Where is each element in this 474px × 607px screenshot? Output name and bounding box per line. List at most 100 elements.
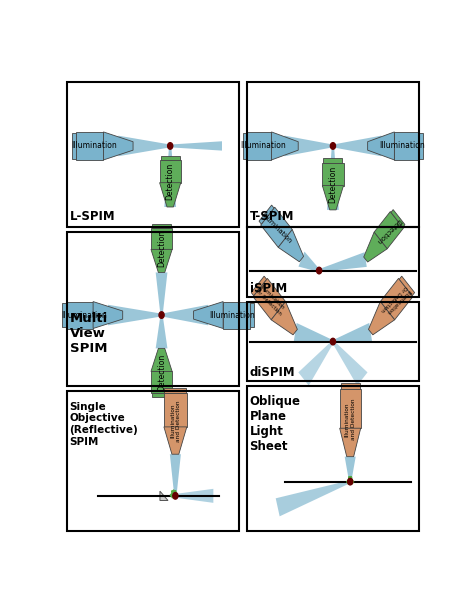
Text: Illumination
and Detection: Illumination and Detection: [170, 400, 181, 441]
Circle shape: [159, 312, 164, 318]
Polygon shape: [155, 315, 167, 348]
Polygon shape: [368, 132, 394, 160]
Polygon shape: [364, 232, 387, 262]
Bar: [66, 391, 239, 531]
Bar: [246, 386, 419, 531]
Text: Illumination: Illumination: [380, 141, 426, 151]
Polygon shape: [399, 276, 415, 296]
Polygon shape: [164, 388, 186, 393]
Bar: [246, 82, 419, 227]
Polygon shape: [340, 428, 361, 456]
Polygon shape: [419, 134, 423, 158]
Text: Detection: Detection: [157, 354, 166, 392]
Polygon shape: [170, 141, 222, 151]
Polygon shape: [333, 135, 381, 156]
Polygon shape: [345, 456, 356, 481]
Polygon shape: [160, 160, 181, 183]
Bar: [246, 302, 419, 381]
Polygon shape: [152, 223, 171, 228]
Polygon shape: [271, 302, 297, 335]
Polygon shape: [322, 163, 344, 186]
Polygon shape: [161, 155, 180, 160]
Polygon shape: [319, 252, 367, 272]
Text: Illumination
Or Detection: Illumination Or Detection: [380, 284, 412, 316]
Polygon shape: [223, 302, 250, 328]
Polygon shape: [108, 305, 162, 325]
Polygon shape: [62, 303, 66, 327]
Text: Detection: Detection: [166, 163, 175, 200]
Polygon shape: [66, 302, 93, 328]
Text: Illumination
Or Detection: Illumination Or Detection: [254, 284, 286, 316]
Polygon shape: [164, 427, 187, 454]
Polygon shape: [151, 249, 172, 273]
Polygon shape: [72, 134, 76, 158]
Polygon shape: [155, 273, 167, 315]
Text: Illumination: Illumination: [240, 141, 286, 151]
Text: Illumination
and Detection: Illumination and Detection: [345, 399, 356, 440]
Polygon shape: [250, 303, 255, 327]
Polygon shape: [170, 454, 181, 496]
Polygon shape: [164, 393, 187, 427]
Circle shape: [347, 478, 353, 485]
Text: Illumination: Illumination: [210, 311, 255, 319]
Polygon shape: [151, 348, 172, 371]
Polygon shape: [368, 302, 395, 335]
Polygon shape: [333, 323, 372, 343]
Polygon shape: [294, 323, 333, 343]
Text: Detection: Detection: [374, 217, 401, 245]
Polygon shape: [175, 489, 213, 503]
Text: Oblique
Plane
Light
Sheet: Oblique Plane Light Sheet: [249, 395, 301, 453]
Polygon shape: [380, 279, 413, 320]
Polygon shape: [327, 146, 339, 210]
Polygon shape: [164, 146, 176, 207]
Text: T-SPIM: T-SPIM: [249, 211, 294, 223]
Polygon shape: [247, 132, 272, 160]
Polygon shape: [162, 305, 208, 325]
Polygon shape: [341, 384, 360, 389]
Bar: [66, 82, 239, 227]
Text: Illumination: Illumination: [72, 141, 117, 151]
Text: iSPIM: iSPIM: [249, 282, 287, 296]
Polygon shape: [253, 279, 285, 320]
Polygon shape: [151, 371, 172, 393]
Text: Detection: Detection: [157, 229, 166, 266]
Circle shape: [168, 143, 173, 149]
Polygon shape: [284, 135, 333, 156]
Polygon shape: [272, 132, 298, 160]
Circle shape: [330, 338, 336, 345]
Text: Single
Objective
(Reflective)
SPIM: Single Objective (Reflective) SPIM: [70, 402, 138, 447]
Polygon shape: [251, 276, 266, 296]
Bar: [66, 232, 239, 386]
Polygon shape: [193, 302, 223, 328]
Text: Detection: Detection: [328, 166, 337, 203]
Polygon shape: [332, 341, 367, 385]
Polygon shape: [76, 132, 103, 160]
Polygon shape: [160, 183, 181, 207]
Polygon shape: [261, 207, 292, 248]
Polygon shape: [322, 186, 344, 210]
Polygon shape: [93, 302, 123, 328]
Polygon shape: [151, 228, 172, 249]
Circle shape: [317, 267, 322, 274]
Polygon shape: [160, 491, 168, 501]
Polygon shape: [118, 135, 170, 156]
Polygon shape: [340, 389, 361, 428]
Polygon shape: [298, 341, 334, 385]
Circle shape: [173, 492, 178, 499]
Polygon shape: [374, 212, 403, 249]
Polygon shape: [103, 132, 133, 160]
Polygon shape: [394, 132, 419, 160]
Polygon shape: [243, 134, 247, 158]
Polygon shape: [391, 209, 405, 228]
Polygon shape: [299, 251, 319, 272]
Circle shape: [330, 143, 336, 149]
Polygon shape: [278, 229, 303, 262]
Polygon shape: [323, 158, 342, 163]
Text: Illumination: Illumination: [61, 311, 107, 319]
Bar: [246, 227, 419, 297]
Polygon shape: [152, 393, 171, 397]
Text: diSPIM: diSPIM: [249, 367, 295, 379]
Text: Illumination: Illumination: [261, 212, 293, 244]
Text: L-SPIM: L-SPIM: [70, 211, 115, 223]
Polygon shape: [259, 205, 274, 224]
